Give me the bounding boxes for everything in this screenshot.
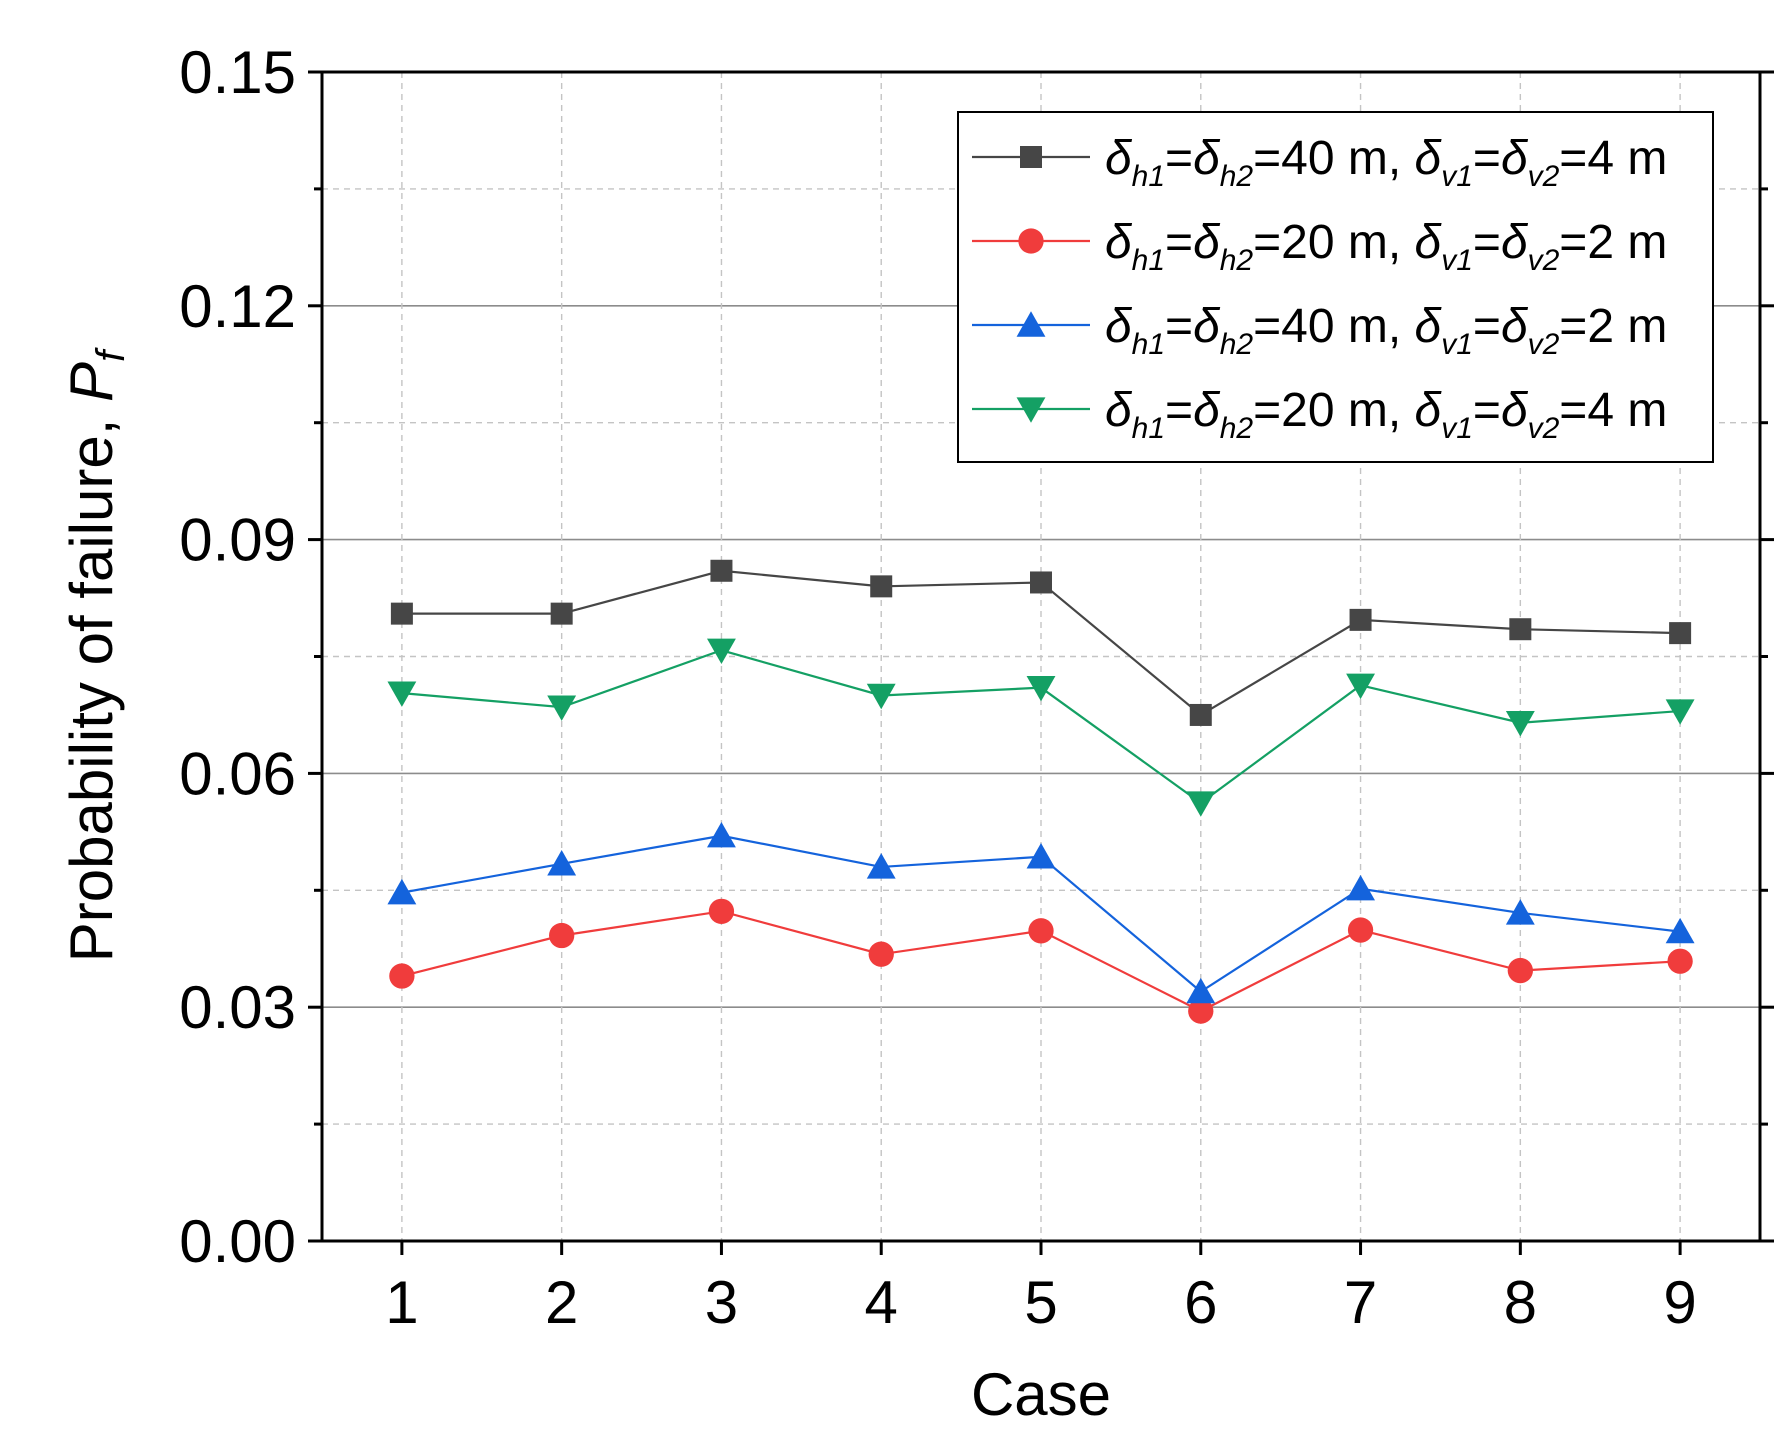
data-point: [389, 963, 415, 989]
y-tick-label: 0.03: [179, 974, 296, 1041]
data-point: [1186, 791, 1216, 817]
legend-item: δh1=δh2=20 m, δv1=δv2=4 m: [972, 384, 1667, 445]
x-tick-label: 2: [545, 1269, 578, 1336]
y-axis-title-symbol: P: [58, 362, 125, 402]
data-point: [868, 941, 894, 967]
x-tick-label: 8: [1504, 1269, 1537, 1336]
x-tick-label: 7: [1344, 1269, 1377, 1336]
y-tick-label: 0.15: [179, 39, 296, 106]
data-point: [550, 602, 573, 625]
data-point: [547, 850, 577, 876]
x-tick-label: 1: [385, 1269, 418, 1336]
data-point: [866, 683, 896, 710]
data-point: [387, 878, 417, 905]
data-point: [1509, 618, 1532, 641]
data-point: [1030, 571, 1052, 594]
data-point: [707, 821, 736, 848]
legend-label: δh1=δh2=40 m, δv1=δv2=2 m: [1105, 300, 1667, 361]
series-2: [389, 898, 1693, 1024]
x-tick-label: 4: [865, 1269, 898, 1336]
legend-marker: [1016, 397, 1046, 423]
data-point: [1188, 998, 1214, 1024]
data-point: [1665, 917, 1695, 944]
data-point: [387, 681, 417, 707]
axis-ticks: [308, 70, 1774, 1255]
data-point: [1507, 957, 1533, 984]
data-point: [1189, 703, 1212, 726]
data-point: [1505, 711, 1535, 737]
data-point: [1669, 622, 1692, 645]
legend-item: δh1=δh2=40 m, δv1=δv2=4 m: [972, 132, 1667, 193]
legend: δh1=δh2=40 m, δv1=δv2=4 m δh1=δh2=20 m, δ…: [957, 111, 1714, 463]
legend-marker: [1016, 311, 1046, 337]
data-point: [1346, 874, 1375, 901]
legend-label: δh1=δh2=40 m, δv1=δv2=4 m: [1105, 132, 1667, 193]
x-tick-label: 3: [705, 1269, 738, 1336]
data-point: [1349, 608, 1372, 631]
series-layer: [387, 559, 1695, 1024]
data-point: [549, 922, 575, 949]
data-point: [707, 638, 736, 665]
data-point: [1186, 977, 1216, 1004]
data-point: [1026, 675, 1056, 702]
axis-tick-labels: 0.00 0.03 0.06 0.09 0.12 0.15 1 2 3 4 5 6 7 8 9: [179, 39, 1697, 1336]
x-tick-label: 9: [1663, 1269, 1696, 1336]
y-tick-label: 0.00: [179, 1208, 296, 1275]
legend-item: δh1=δh2=40 m, δv1=δv2=2 m: [972, 300, 1667, 361]
legend-box: [957, 111, 1714, 463]
data-point: [708, 898, 735, 924]
series-4: [387, 638, 1695, 817]
data-point: [1346, 673, 1375, 700]
x-tick-label: 5: [1024, 1269, 1057, 1336]
series-3: [387, 821, 1695, 1004]
data-point: [1667, 948, 1693, 974]
x-tick-label: 6: [1184, 1269, 1217, 1336]
data-point: [547, 695, 577, 721]
y-tick-label: 0.09: [179, 507, 296, 574]
legend-item: δh1=δh2=20 m, δv1=δv2=2 m: [972, 216, 1667, 277]
data-point: [870, 575, 893, 598]
data-point: [1028, 918, 1054, 944]
data-point: [1505, 899, 1535, 925]
data-point: [866, 853, 896, 879]
y-tick-label: 0.06: [179, 740, 296, 807]
y-axis-title-subscript: f: [89, 347, 133, 362]
data-point: [1665, 699, 1695, 725]
legend-marker: [1018, 228, 1044, 254]
legend-label: δh1=δh2=20 m, δv1=δv2=4 m: [1105, 384, 1667, 445]
y-axis-title-text: Probability of failure,: [58, 402, 125, 962]
series-1: [390, 559, 1692, 726]
data-point: [710, 559, 733, 582]
legend-marker: [1020, 146, 1042, 168]
data-point: [1026, 843, 1056, 869]
y-tick-label: 0.12: [179, 273, 296, 340]
data-point: [390, 602, 413, 625]
y-axis-title: Probability of failure, Pf: [58, 347, 133, 962]
legend-label: δh1=δh2=20 m, δv1=δv2=2 m: [1105, 216, 1667, 277]
x-axis-title: Case: [971, 1361, 1111, 1428]
data-point: [1347, 917, 1374, 943]
